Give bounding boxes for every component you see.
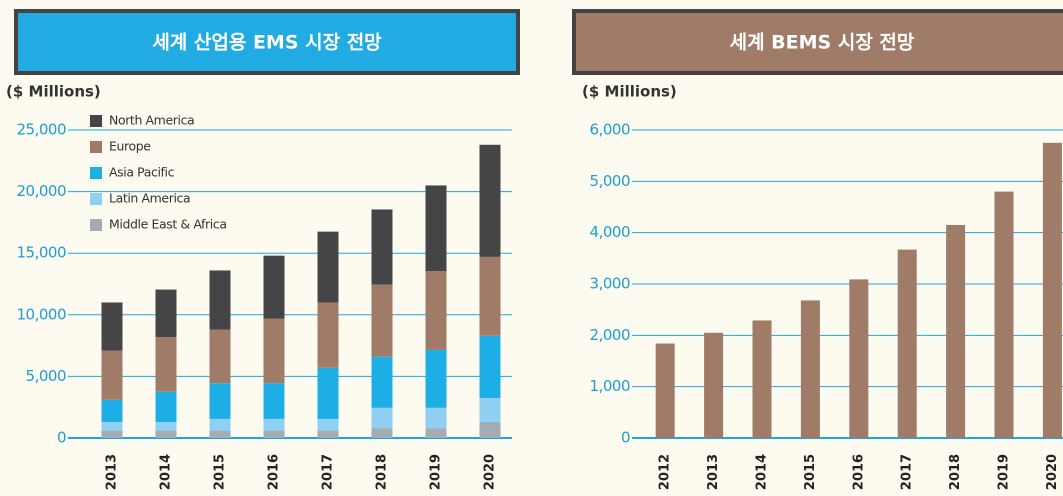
bar-segment [317, 231, 339, 303]
bar-segment [209, 270, 231, 330]
legend-swatch [90, 141, 102, 153]
bar [946, 224, 966, 438]
bar-segment [101, 399, 123, 422]
bar-segment [263, 383, 285, 419]
bar-segment [479, 335, 501, 398]
y-tick-label: 25,000 [17, 121, 67, 139]
legend-label: North America [109, 113, 194, 128]
bar [704, 332, 724, 438]
x-tick-label: 2014 [755, 454, 770, 490]
x-tick-label: 2019 [997, 454, 1012, 490]
x-tick-label: 2017 [900, 454, 915, 490]
legend-label: Europe [109, 139, 151, 154]
bar [897, 249, 917, 438]
chart-title: 세계 산업용 EMS 시장 전망 [152, 32, 382, 54]
bar-segment [209, 383, 231, 419]
bar-segment [263, 255, 285, 319]
bar-segment [101, 350, 123, 400]
y-axis-label: ($ Millions) [6, 83, 101, 101]
y-tick-label: 4,000 [590, 223, 630, 241]
bar-segment [479, 144, 501, 257]
bar-segment [425, 428, 447, 438]
y-tick-label: 1,000 [590, 377, 630, 395]
x-tick-label: 2018 [948, 454, 963, 490]
bar-segment [317, 430, 339, 438]
bar [800, 300, 820, 438]
y-tick-label: 5,000 [590, 172, 630, 190]
bar-segment [209, 430, 231, 438]
title-box [14, 9, 520, 75]
bar-segment [209, 418, 231, 431]
x-tick-label: 2016 [267, 454, 282, 490]
bar-segment [371, 428, 393, 438]
legend-swatch [90, 219, 102, 231]
bar-segment [209, 329, 231, 384]
bar-segment [425, 349, 447, 408]
x-tick-label: 2015 [803, 454, 818, 490]
legend-label: Latin America [109, 191, 190, 206]
y-tick-label: 0 [621, 429, 630, 447]
bar-segment [155, 336, 177, 392]
legend-swatch [90, 167, 102, 179]
bar-segment [317, 418, 339, 431]
bar-segment [371, 209, 393, 285]
bar [849, 279, 869, 438]
bar-segment [155, 430, 177, 438]
legend-swatch [90, 115, 102, 127]
x-tick-label: 2018 [375, 454, 390, 490]
bar [1042, 142, 1062, 439]
chart-title: 세계 BEMS 시장 전망 [730, 32, 915, 54]
x-tick-label: 2015 [213, 454, 228, 490]
bar-segment [479, 397, 501, 422]
bar-segment [425, 185, 447, 272]
y-tick-label: 20,000 [17, 182, 67, 200]
bar [655, 343, 675, 438]
bar-segment [371, 356, 393, 408]
bar-segment [155, 289, 177, 337]
x-tick-label: 2012 [658, 454, 673, 490]
bar-segment [317, 367, 339, 419]
x-tick-label: 2014 [159, 454, 174, 490]
legend-swatch [90, 193, 102, 205]
y-tick-label: 2,000 [590, 326, 630, 344]
bar-segment [101, 302, 123, 351]
bar-segment [263, 430, 285, 438]
y-tick-label: 15,000 [17, 244, 67, 262]
bar-segment [155, 421, 177, 431]
title-box [572, 9, 1063, 75]
bar-segment [371, 284, 393, 357]
x-tick-label: 2016 [851, 454, 866, 490]
x-tick-label: 2013 [706, 454, 721, 490]
x-tick-label: 2019 [429, 454, 444, 490]
y-axis-label: ($ Millions) [582, 83, 677, 101]
bar-segment [425, 407, 447, 429]
bar-segment [317, 302, 339, 368]
x-tick-label: 2020 [1045, 454, 1060, 490]
bar-segment [155, 391, 177, 422]
x-tick-label: 2020 [483, 454, 498, 490]
y-tick-label: 5,000 [26, 367, 66, 385]
bar [752, 320, 772, 438]
bar-segment [263, 318, 285, 384]
y-tick-label: 6,000 [590, 121, 630, 139]
bar-segment [479, 421, 501, 438]
y-tick-label: 3,000 [590, 275, 630, 293]
x-tick-label: 2013 [105, 454, 120, 490]
bar-segment [425, 271, 447, 350]
bar-segment [371, 407, 393, 429]
bar-segment [101, 421, 123, 431]
x-tick-label: 2017 [321, 454, 336, 490]
bar-segment [263, 418, 285, 431]
y-tick-label: 10,000 [17, 305, 67, 323]
bar-segment [479, 256, 501, 336]
bar-segment [101, 430, 123, 438]
legend-label: Middle East & Africa [109, 217, 227, 232]
y-tick-label: 0 [57, 429, 66, 447]
legend-label: Asia Pacific [109, 165, 175, 180]
bar [994, 191, 1014, 438]
